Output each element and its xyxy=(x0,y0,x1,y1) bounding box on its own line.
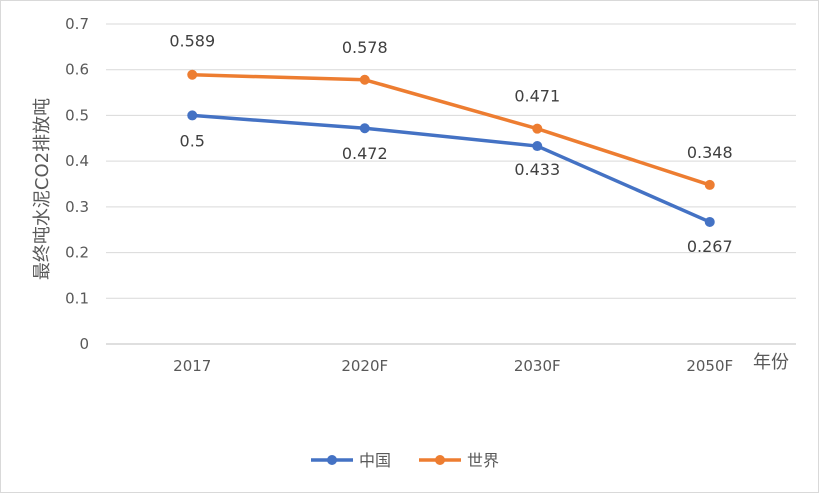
legend-marker-world xyxy=(435,455,445,465)
y-tick-label: 0.6 xyxy=(65,61,89,79)
data-label: 0.267 xyxy=(687,237,733,256)
x-tick-label: 2020F xyxy=(341,357,388,375)
legend: 中国 世界 xyxy=(311,451,499,470)
data-point xyxy=(704,179,715,190)
data-label: 0.578 xyxy=(342,38,388,57)
y-axis-title: 最终吨水泥CO2排放吨 xyxy=(32,98,53,280)
legend-marker-china xyxy=(327,455,337,465)
data-point xyxy=(359,123,370,134)
data-label: 0.348 xyxy=(687,143,733,162)
y-tick-label: 0.1 xyxy=(65,289,89,307)
data-point xyxy=(187,110,198,121)
data-point xyxy=(704,216,715,227)
data-label: 0.472 xyxy=(342,144,388,163)
data-point xyxy=(359,74,370,85)
data-point xyxy=(532,141,543,152)
legend-label-world: 世界 xyxy=(467,451,499,470)
data-label: 0.433 xyxy=(514,160,560,179)
legend-label-china: 中国 xyxy=(359,451,391,470)
data-label: 0.5 xyxy=(180,131,205,150)
data-point xyxy=(187,69,198,80)
data-label: 0.471 xyxy=(514,87,560,106)
series-line-world xyxy=(190,72,712,187)
y-tick-label: 0.5 xyxy=(65,106,89,124)
y-tick-label: 0.4 xyxy=(65,152,89,170)
y-tick-label: 0.2 xyxy=(65,244,89,262)
series-line-china xyxy=(190,113,712,224)
y-tick-label: 0.3 xyxy=(65,198,89,216)
series-group xyxy=(187,69,715,227)
data-point xyxy=(532,123,543,134)
y-tick-label: 0 xyxy=(79,335,89,353)
y-tick-label: 0.7 xyxy=(65,15,89,33)
gridlines xyxy=(106,23,796,345)
data-label: 0.589 xyxy=(169,32,215,51)
x-tick-label: 2030F xyxy=(514,357,561,375)
y-axis-ticks: 0 0.1 0.2 0.3 0.4 0.5 0.6 0.7 xyxy=(65,15,89,353)
x-tick-label: 2017 xyxy=(173,357,211,375)
x-tick-label: 2050F xyxy=(686,357,733,375)
x-axis-ticks: 2017 2020F 2030F 2050F xyxy=(173,357,733,375)
data-labels: 0.589 0.578 0.471 0.348 0.5 0.472 0.433 0.267 xyxy=(169,32,732,256)
x-axis-title: 年份 xyxy=(753,352,789,373)
